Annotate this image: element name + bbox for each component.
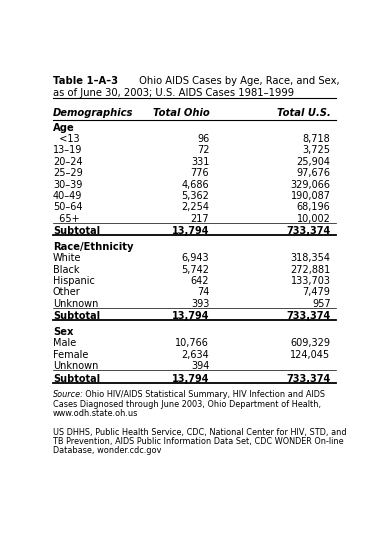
- Text: 393: 393: [191, 299, 209, 309]
- Text: 5,742: 5,742: [181, 265, 209, 274]
- Text: 2,254: 2,254: [181, 203, 209, 212]
- Text: 13,794: 13,794: [172, 374, 209, 384]
- Text: 50–64: 50–64: [53, 203, 83, 212]
- Text: 318,354: 318,354: [291, 253, 331, 263]
- Text: Black: Black: [53, 265, 80, 274]
- Text: www.odh.state.oh.us: www.odh.state.oh.us: [53, 409, 138, 418]
- Text: Total Ohio: Total Ohio: [153, 108, 209, 119]
- Text: 2,634: 2,634: [182, 350, 209, 360]
- Text: Unknown: Unknown: [53, 361, 98, 371]
- Text: as of June 30, 2003; U.S. AIDS Cases 1981–1999: as of June 30, 2003; U.S. AIDS Cases 198…: [53, 88, 294, 98]
- Text: Source:: Source:: [53, 390, 84, 399]
- Text: Demographics: Demographics: [53, 108, 133, 119]
- Text: 394: 394: [191, 361, 209, 371]
- Text: Unknown: Unknown: [53, 299, 98, 309]
- Text: 776: 776: [191, 168, 209, 178]
- Text: Age: Age: [53, 122, 75, 132]
- Text: US DHHS, Public Health Service, CDC, National Center for HIV, STD, and: US DHHS, Public Health Service, CDC, Nat…: [53, 428, 346, 436]
- Text: 3,725: 3,725: [302, 145, 331, 155]
- Text: 13–19: 13–19: [53, 145, 82, 155]
- Text: Subtotal: Subtotal: [53, 226, 100, 237]
- Text: 642: 642: [191, 276, 209, 286]
- Text: 8,718: 8,718: [303, 134, 331, 144]
- Text: 272,881: 272,881: [290, 265, 331, 274]
- Text: Male: Male: [53, 338, 76, 348]
- Text: 957: 957: [312, 299, 331, 309]
- Text: 331: 331: [191, 157, 209, 167]
- Text: <13: <13: [53, 134, 80, 144]
- Text: 329,066: 329,066: [291, 180, 331, 189]
- Text: 72: 72: [197, 145, 209, 155]
- Text: 13,794: 13,794: [172, 311, 209, 321]
- Text: 733,374: 733,374: [286, 374, 331, 384]
- Text: Hispanic: Hispanic: [53, 276, 95, 286]
- Text: 68,196: 68,196: [297, 203, 331, 212]
- Text: 96: 96: [197, 134, 209, 144]
- Text: 10,766: 10,766: [175, 338, 209, 348]
- Text: 124,045: 124,045: [290, 350, 331, 360]
- Text: Ohio HIV/AIDS Statistical Summary, HIV Infection and AIDS: Ohio HIV/AIDS Statistical Summary, HIV I…: [80, 390, 325, 399]
- Text: Other: Other: [53, 288, 81, 298]
- Text: 25–29: 25–29: [53, 168, 83, 178]
- Text: 5,362: 5,362: [181, 191, 209, 201]
- Text: Database, wonder.cdc.gov: Database, wonder.cdc.gov: [53, 446, 161, 455]
- Text: 97,676: 97,676: [297, 168, 331, 178]
- Text: 65+: 65+: [53, 214, 80, 224]
- Text: 40–49: 40–49: [53, 191, 82, 201]
- Text: Ohio AIDS Cases by Age, Race, and Sex,: Ohio AIDS Cases by Age, Race, and Sex,: [136, 76, 340, 86]
- Text: Table 1–A–3: Table 1–A–3: [53, 76, 118, 86]
- Text: Sex: Sex: [53, 327, 74, 337]
- Text: Subtotal: Subtotal: [53, 311, 100, 321]
- Text: Cases Diagnosed through June 2003, Ohio Department of Health,: Cases Diagnosed through June 2003, Ohio …: [53, 400, 321, 408]
- Text: 609,329: 609,329: [291, 338, 331, 348]
- Text: Subtotal: Subtotal: [53, 374, 100, 384]
- Text: 190,087: 190,087: [291, 191, 331, 201]
- Text: White: White: [53, 253, 81, 263]
- Text: 74: 74: [197, 288, 209, 298]
- Text: 30–39: 30–39: [53, 180, 82, 189]
- Text: 6,943: 6,943: [182, 253, 209, 263]
- Text: Total U.S.: Total U.S.: [277, 108, 331, 119]
- Text: 13,794: 13,794: [172, 226, 209, 237]
- Text: 25,904: 25,904: [297, 157, 331, 167]
- Text: 217: 217: [191, 214, 209, 224]
- Text: 4,686: 4,686: [182, 180, 209, 189]
- Text: Race/Ethnicity: Race/Ethnicity: [53, 242, 133, 252]
- Text: 133,703: 133,703: [291, 276, 331, 286]
- Text: 20–24: 20–24: [53, 157, 83, 167]
- Text: TB Prevention, AIDS Public Information Data Set, CDC WONDER On-line: TB Prevention, AIDS Public Information D…: [53, 437, 343, 446]
- Text: 10,002: 10,002: [297, 214, 331, 224]
- Text: 733,374: 733,374: [286, 311, 331, 321]
- Text: Female: Female: [53, 350, 88, 360]
- Text: 7,479: 7,479: [303, 288, 331, 298]
- Text: 733,374: 733,374: [286, 226, 331, 237]
